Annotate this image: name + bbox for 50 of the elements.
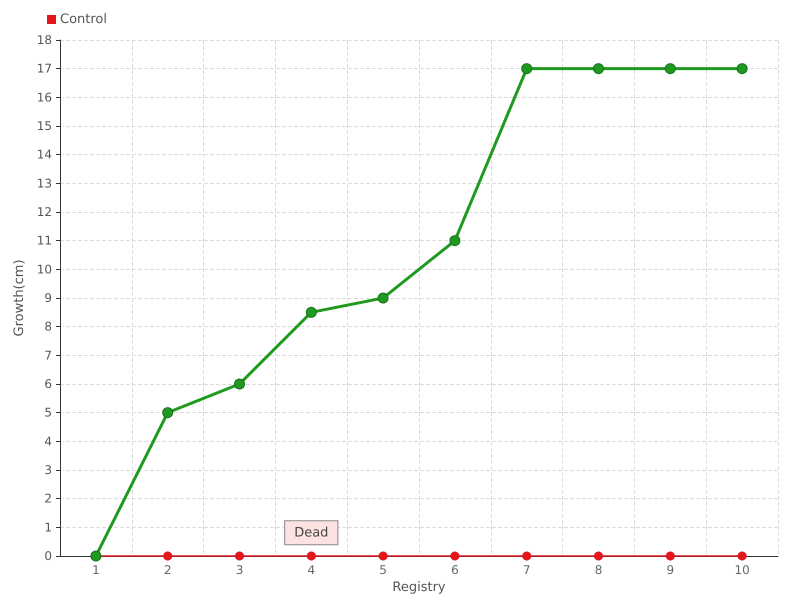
point (378, 552, 388, 560)
y-tick-label: 15 (36, 119, 52, 133)
y-tick-label: 2 (44, 492, 52, 506)
point (666, 552, 675, 560)
y-tick-label: 18 (36, 33, 52, 47)
point (738, 552, 747, 560)
x-tick-label: 10 (734, 563, 750, 577)
y-tick-label: 12 (36, 205, 52, 219)
x-tick-label: 9 (666, 563, 674, 577)
point (378, 292, 389, 304)
y-tick-label: 5 (44, 406, 52, 420)
point (736, 63, 748, 74)
x-tick-label: 1 (92, 563, 100, 577)
legend-label: Control (60, 12, 107, 27)
y-tick-label: 16 (36, 90, 52, 104)
x-tick-label: 3 (236, 563, 244, 577)
x-tick-label: 8 (594, 563, 602, 577)
point (449, 235, 460, 246)
point (521, 63, 532, 74)
y-tick-label: 11 (36, 234, 52, 248)
y-tick-label: 0 (44, 549, 52, 563)
x-tick-label: 4 (307, 563, 316, 577)
y-tick-label: 6 (44, 377, 52, 391)
y-tick-label: 13 (36, 176, 52, 190)
y-axis-title: Growth(cm) (12, 259, 27, 337)
point (234, 378, 245, 390)
point (522, 552, 532, 560)
point (594, 552, 603, 560)
y-tick-label: 9 (44, 291, 52, 305)
point (664, 63, 676, 74)
point (450, 552, 460, 560)
y-tick-label: 14 (36, 148, 52, 162)
y-tick-label: 7 (44, 348, 52, 362)
point (235, 552, 244, 560)
x-tick-label: 6 (451, 563, 459, 577)
y-tick-label: 8 (44, 320, 52, 334)
y-tick-label: 17 (36, 62, 52, 76)
x-axis-title: Registry (392, 580, 446, 595)
annotation: Dead (294, 525, 328, 540)
point (306, 306, 317, 318)
point (162, 407, 174, 418)
point (593, 63, 604, 74)
y-tick-label: 3 (44, 463, 52, 477)
point (163, 552, 172, 560)
y-tick-label: 10 (36, 262, 52, 276)
y-tick-label: 4 (44, 434, 52, 448)
y-tick-label: 1 (44, 520, 52, 534)
x-tick-label: 7 (522, 563, 531, 577)
x-tick-label: 5 (379, 563, 387, 577)
x-tick-label: 2 (164, 563, 172, 577)
